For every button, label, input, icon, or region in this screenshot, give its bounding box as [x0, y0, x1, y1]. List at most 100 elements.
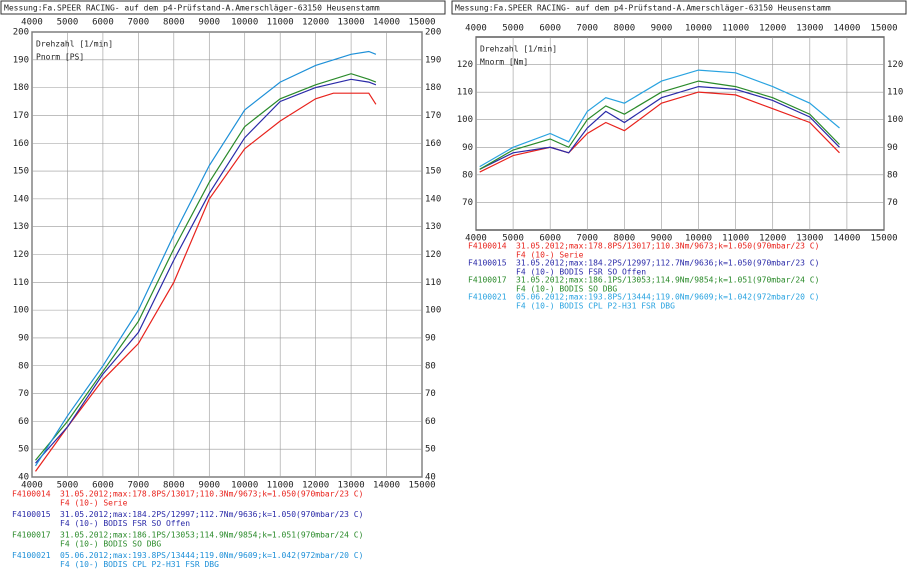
y-tick-label: 90 — [425, 333, 436, 343]
x-axis-label: Drehzahl [1/min] — [36, 40, 113, 49]
y-tick-label: 100 — [13, 306, 29, 316]
series-line — [479, 80, 840, 170]
x-tick-label: 11000 — [722, 24, 749, 34]
x-tick-label: 15000 — [408, 18, 435, 28]
legend-info: 31.05.2012;max:184.2PS/12997;112.7Nm/963… — [60, 510, 363, 519]
y-tick-label: 120 — [887, 60, 903, 70]
chart-title: Messung:Fa.SPEER RACING- auf dem p4-Prüf… — [4, 4, 380, 13]
y-tick-label: 100 — [425, 306, 441, 316]
x-tick-label: 8000 — [163, 481, 185, 491]
legend-info: 31.05.2012;max:178.8PS/13017;110.3Nm/967… — [60, 490, 363, 499]
x-tick-label: 10000 — [685, 24, 712, 34]
legend-description: F4 (10-) BODIS CPL P2-H31 FSR DBG — [516, 302, 675, 311]
y-tick-label: 110 — [457, 88, 473, 98]
x-tick-label: 4000 — [21, 18, 43, 28]
x-tick-label: 8000 — [163, 18, 185, 28]
x-tick-label: 6000 — [539, 24, 561, 34]
y-tick-label: 90 — [462, 143, 473, 153]
y-tick-label: 150 — [425, 167, 441, 177]
y-tick-label: 70 — [462, 198, 473, 208]
series-line — [479, 85, 840, 170]
y-tick-label: 120 — [13, 250, 29, 260]
x-tick-label: 8000 — [614, 24, 636, 34]
y-tick-label: 110 — [425, 278, 441, 288]
y-tick-label: 200 — [13, 28, 29, 38]
legend-info: 31.05.2012;max:184.2PS/12997;112.7Nm/963… — [516, 259, 819, 268]
y-tick-label: 110 — [887, 88, 903, 98]
y-tick-label: 120 — [457, 60, 473, 70]
y-tick-label: 160 — [425, 139, 441, 149]
x-tick-label: 10000 — [231, 18, 258, 28]
legend-name: F4100014 — [468, 242, 507, 251]
y-tick-label: 80 — [887, 170, 898, 180]
x-tick-label: 9000 — [198, 481, 220, 491]
y-axis-label: Pnorm [PS] — [36, 53, 84, 62]
y-tick-label: 190 — [425, 55, 441, 65]
y-tick-label: 190 — [13, 55, 29, 65]
x-tick-label: 5000 — [502, 24, 524, 34]
y-tick-label: 140 — [425, 194, 441, 204]
y-tick-label: 50 — [18, 445, 29, 455]
x-tick-label: 13000 — [796, 24, 823, 34]
x-tick-label: 6000 — [539, 234, 561, 244]
x-tick-label: 13000 — [796, 234, 823, 244]
y-tick-label: 80 — [462, 170, 473, 180]
y-tick-label: 120 — [425, 250, 441, 260]
y-tick-label: 130 — [13, 222, 29, 232]
x-tick-label: 4000 — [465, 234, 487, 244]
legend-info: 31.05.2012;max:178.8PS/13017;110.3Nm/967… — [516, 242, 819, 251]
header-box — [451, 0, 907, 15]
x-tick-label: 14000 — [373, 18, 400, 28]
x-tick-label: 12000 — [302, 18, 329, 28]
chart-title: Messung:Fa.SPEER RACING- auf dem p4-Prüf… — [455, 4, 831, 13]
x-tick-label: 8000 — [614, 234, 636, 244]
series-line — [34, 50, 377, 467]
legend-description: F4 (10-) Serie — [516, 251, 584, 260]
x-tick-label: 7000 — [576, 24, 598, 34]
legend-info: 05.06.2012;max:193.8PS/13444;119.0Nm/960… — [516, 293, 819, 302]
x-tick-label: 5000 — [57, 18, 79, 28]
legend-description: F4 (10-) BODIS FSR SO Offen — [516, 268, 646, 277]
y-tick-label: 50 — [425, 445, 436, 455]
legend-name: F4100015 — [12, 510, 51, 519]
x-tick-label: 11000 — [722, 234, 749, 244]
y-tick-label: 160 — [13, 139, 29, 149]
series-line — [479, 69, 840, 168]
x-tick-label: 11000 — [267, 18, 294, 28]
x-tick-label: 13000 — [338, 481, 365, 491]
legend-description: F4 (10-) BODIS CPL P2-H31 FSR DBG — [60, 560, 219, 569]
y-tick-label: 140 — [13, 194, 29, 204]
y-tick-label: 70 — [18, 389, 29, 399]
legend-name: F4100017 — [12, 531, 51, 540]
y-tick-label: 110 — [13, 278, 29, 288]
y-tick-label: 90 — [887, 143, 898, 153]
y-tick-label: 40 — [18, 473, 29, 483]
y-axis-label: Mnorm [Nm] — [480, 58, 528, 67]
y-tick-label: 60 — [425, 417, 436, 427]
legend-name: F4100014 — [12, 490, 51, 499]
legend-info: 05.06.2012;max:193.8PS/13444;119.0Nm/960… — [60, 551, 363, 560]
x-tick-label: 5000 — [57, 481, 79, 491]
y-tick-label: 80 — [425, 361, 436, 371]
x-tick-label: 11000 — [267, 481, 294, 491]
x-tick-label: 15000 — [870, 24, 897, 34]
series-line — [35, 78, 377, 464]
legend-description: F4 (10-) BODIS SO DBG — [516, 285, 617, 294]
x-tick-label: 7000 — [576, 234, 598, 244]
x-tick-label: 12000 — [759, 234, 786, 244]
legend-description: F4 (10-) BODIS FSR SO Offen — [60, 519, 190, 528]
x-tick-label: 12000 — [759, 24, 786, 34]
y-tick-label: 80 — [18, 361, 29, 371]
plot-area — [475, 36, 885, 231]
x-tick-label: 10000 — [231, 481, 258, 491]
x-tick-label: 15000 — [870, 234, 897, 244]
series-line — [35, 92, 377, 472]
legend-name: F4100017 — [468, 276, 507, 285]
header-box — [0, 0, 446, 15]
x-tick-label: 7000 — [128, 18, 150, 28]
y-tick-label: 180 — [425, 83, 441, 93]
x-tick-label: 4000 — [21, 481, 43, 491]
y-tick-label: 170 — [13, 111, 29, 121]
x-tick-label: 4000 — [465, 24, 487, 34]
